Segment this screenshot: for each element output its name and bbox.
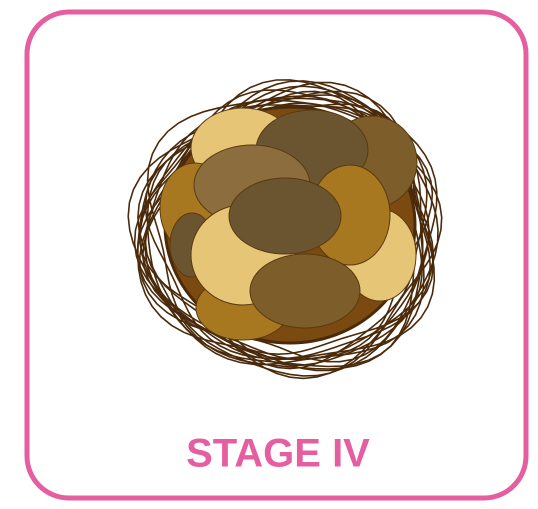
cell-cluster (160, 107, 417, 343)
stage-card: STAGE IV (0, 0, 538, 509)
cell (250, 254, 360, 328)
cell (229, 178, 341, 254)
stage-label: STAGE IV (186, 432, 370, 476)
